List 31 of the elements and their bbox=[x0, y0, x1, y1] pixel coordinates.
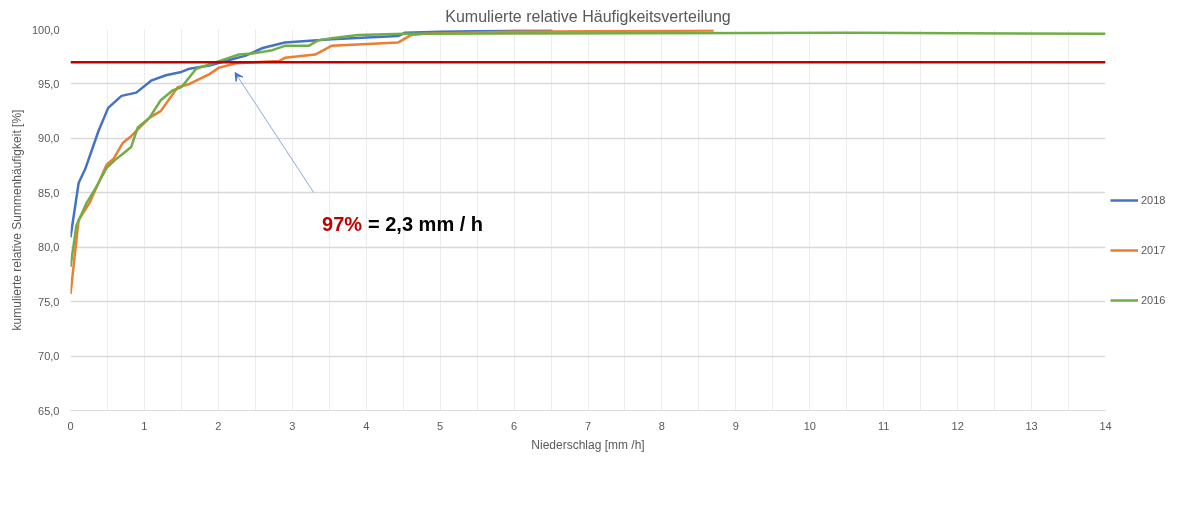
y-axis-title: kumulierte relative Summenhäufigkeit [%] bbox=[9, 109, 24, 331]
y-tick-label: 95,0 bbox=[38, 77, 60, 90]
y-tick-label: 85,0 bbox=[38, 186, 60, 199]
x-tick-label: 10 bbox=[803, 419, 816, 432]
x-axis-title: Niederschlag [mm /h] bbox=[531, 437, 645, 452]
y-tick-label: 75,0 bbox=[38, 295, 60, 308]
x-tick-label: 7 bbox=[584, 419, 592, 432]
x-tick-label: 1 bbox=[141, 419, 148, 432]
chart-title: Kumulierte relative Häufigkeitsverteilung bbox=[445, 7, 731, 25]
annotation: 97% = 2,3 mm / h bbox=[322, 213, 484, 236]
x-tick-label: 6 bbox=[511, 419, 518, 432]
y-tick-label: 65,0 bbox=[38, 404, 60, 417]
y-tick-label: 100,0 bbox=[31, 23, 60, 36]
x-tick-label: 13 bbox=[1025, 419, 1038, 432]
line-series bbox=[70, 31, 1106, 269]
x-tick-label: 5 bbox=[437, 419, 444, 432]
x-tick-label: 14 bbox=[1099, 419, 1112, 432]
x-tick-label: 9 bbox=[732, 419, 739, 432]
legend-label: 2018 bbox=[1141, 194, 1166, 206]
x-tick-label: 4 bbox=[363, 419, 370, 432]
legend-label: 2016 bbox=[1141, 294, 1166, 306]
x-tick-label: 8 bbox=[658, 419, 665, 432]
x-tick-label: 0 bbox=[67, 419, 74, 432]
y-tick-label: 80,0 bbox=[38, 241, 60, 254]
x-tick-label: 12 bbox=[951, 419, 964, 432]
x-tick-label: 3 bbox=[289, 419, 296, 432]
x-tick-label: 2 bbox=[215, 419, 222, 432]
legend-label: 2017 bbox=[1141, 244, 1166, 256]
y-tick-label: 90,0 bbox=[38, 132, 60, 145]
y-tick-label: 70,0 bbox=[38, 350, 60, 363]
x-tick-label: 11 bbox=[878, 419, 890, 432]
